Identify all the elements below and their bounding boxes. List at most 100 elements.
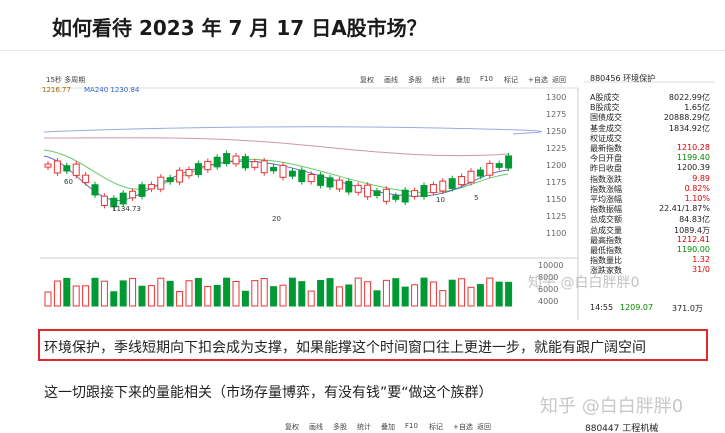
volume-bar: [373, 290, 381, 307]
candle-body: [467, 170, 475, 183]
candle-body: [288, 170, 296, 177]
toolbar-button: 复权: [285, 423, 299, 431]
watermark: 知乎 @白白胖胖0: [540, 396, 684, 417]
panel-label: B股成交: [590, 103, 620, 113]
candle-body: [72, 163, 80, 176]
candle-body: [373, 190, 381, 197]
toolbar-button: 标记: [429, 423, 443, 431]
panel-label: 昨日收盘: [590, 164, 622, 174]
candle-body: [326, 177, 334, 188]
toolbar-button: 多股: [333, 423, 347, 431]
volume-bar: [91, 277, 99, 307]
panel-value: 0.82%: [684, 183, 710, 193]
volume-bar: [364, 281, 372, 307]
toolbar-button: F10: [405, 422, 418, 430]
volume-bar: [110, 291, 118, 307]
volume-bar: [476, 284, 484, 307]
toolbar-button: 返回: [477, 423, 491, 431]
panel-label: 指数涨幅: [590, 184, 622, 194]
volume-bar: [326, 278, 334, 307]
volume-bar: [392, 278, 400, 307]
volume-axis-label: 6000: [538, 285, 559, 294]
ma-label: MA240 1230.84: [84, 86, 140, 94]
price-axis-label: 1150: [546, 195, 567, 204]
candle-body: [44, 163, 52, 168]
panel-label: 最低指数: [590, 246, 622, 255]
volume-bar: [100, 280, 108, 307]
volume-bar: [448, 279, 456, 307]
price-axis-label: 1275: [546, 110, 567, 119]
toolbar-button: 统计: [432, 76, 446, 84]
volume-bar: [345, 284, 353, 307]
toolbar-button: +自选: [528, 76, 548, 84]
volume-bar: [467, 286, 475, 307]
volume-bar: [119, 280, 127, 307]
panel-value: 1210.28: [676, 143, 710, 152]
candle-body: [420, 185, 428, 198]
toolbar-button: 画线: [309, 423, 323, 431]
candle-body: [364, 184, 372, 198]
candle-body: [279, 164, 287, 178]
panel-label: 涨跌家数: [590, 266, 622, 276]
panel-footer: 14:55: [590, 303, 614, 312]
price-axis-label: 1100: [546, 229, 567, 238]
panel-value: 1.32: [692, 255, 710, 265]
figure: 复权 画线 多股 统计 叠加 F10 标记 +自选 返回 15秒 多周期 1216.77 MA240 …: [38, 70, 715, 320]
panel-label: 基金成交: [590, 123, 622, 133]
candle-body: [486, 162, 494, 176]
chart-label: 5: [474, 194, 479, 202]
panel-value: 84.83亿: [679, 215, 710, 225]
volume-axis-label: 4000: [538, 297, 559, 306]
panel-value: 1.10%: [684, 194, 710, 203]
panel-label: 指数量比: [590, 256, 622, 266]
volume-bar: [401, 286, 409, 307]
candle-body: [392, 195, 400, 200]
volume-bar: [232, 280, 240, 307]
candle-body: [260, 160, 268, 174]
candle-body: [429, 184, 437, 194]
panel-label: 最高指数: [590, 235, 622, 245]
volume-bar: [354, 277, 362, 307]
panel-label: 指数涨跌: [590, 174, 622, 184]
volume-axis-label: 10000: [538, 261, 564, 270]
panel-value: 1199.40: [676, 153, 710, 163]
candle-body: [176, 169, 184, 183]
candle-body: [335, 179, 343, 190]
candle-body: [307, 173, 315, 183]
period: 15秒 多周期: [46, 76, 86, 84]
volume-bar: [495, 281, 503, 307]
price-axis-label: 1125: [546, 212, 567, 221]
volume-bar: [505, 281, 513, 307]
volume-bar: [458, 278, 466, 307]
toolbar-button: 返回: [552, 76, 566, 84]
candle-body: [100, 195, 108, 206]
chart-graphic: [38, 70, 715, 320]
ma-line: [43, 137, 509, 157]
volume-bar: [147, 285, 155, 307]
volume-bar: [157, 277, 165, 307]
volume-bar: [439, 290, 447, 307]
volume-bar: [279, 284, 287, 307]
chart-label: 60: [64, 178, 73, 186]
volume-bar: [270, 286, 278, 307]
candle-body: [157, 176, 165, 190]
candle-body: [411, 190, 419, 198]
panel-value: 31/0: [692, 265, 710, 275]
ma-label: 1216.77: [42, 86, 71, 94]
panel-value: 8022.99亿: [668, 93, 710, 102]
panel-label: 权证成交: [590, 133, 622, 143]
volume-bar: [129, 277, 137, 307]
candle-body: [476, 169, 484, 177]
panel-value: 1190.00: [676, 245, 710, 254]
candle-body: [354, 184, 362, 193]
candle-body: [241, 156, 249, 169]
candle-body: [317, 174, 325, 186]
panel-label: A股成交: [590, 93, 620, 102]
candle-body: [185, 169, 193, 177]
paragraph: 环境保护，季线短期向下扣会成为支撑，如果能撑这个时间窗口往上更进一步，就能有跟广…: [44, 340, 646, 356]
ma-line: [43, 126, 542, 135]
candle-body: [213, 156, 221, 168]
candle-body: [91, 184, 99, 196]
toolbar-button: F10: [480, 75, 493, 83]
